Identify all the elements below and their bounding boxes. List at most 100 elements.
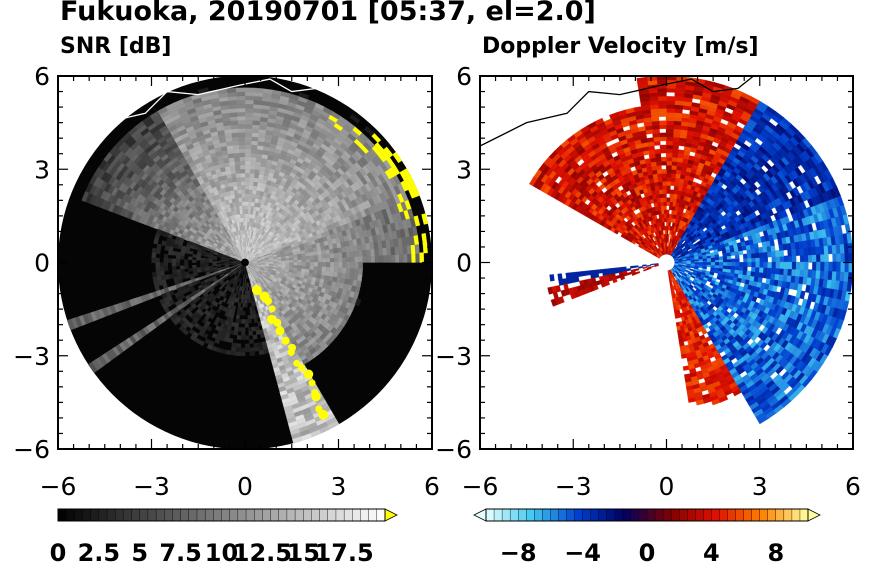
snr-cell xyxy=(212,260,217,263)
snr-echo-streak xyxy=(311,391,321,402)
snr-cell xyxy=(244,168,251,174)
snr-cell xyxy=(235,99,246,105)
snr-cell xyxy=(247,201,252,207)
snr-cell xyxy=(238,152,246,158)
snr-cell xyxy=(309,258,315,263)
velocity-cell xyxy=(820,253,825,263)
snr-cell xyxy=(241,327,246,332)
snr-cell xyxy=(244,221,248,227)
snr-cell xyxy=(251,120,261,126)
snr-cell xyxy=(196,257,201,261)
snr-cell xyxy=(313,258,319,263)
snr-cell xyxy=(403,253,408,263)
velocity-cell xyxy=(779,255,785,263)
snr-cell xyxy=(253,317,259,323)
snr-cell xyxy=(293,262,299,266)
snr-cell xyxy=(239,306,243,312)
snr-echo-streak xyxy=(251,285,262,296)
snr-cell xyxy=(241,319,246,324)
snr-cell xyxy=(337,266,343,273)
snr-cell xyxy=(233,270,238,275)
snr-cell xyxy=(421,213,429,225)
snr-cell xyxy=(200,260,205,263)
snr-cell xyxy=(172,318,179,326)
snr-cell xyxy=(239,168,246,174)
snr-cell xyxy=(325,266,331,272)
velocity-cell xyxy=(787,255,793,263)
snr-cell xyxy=(237,302,242,308)
snr-cell xyxy=(243,266,245,271)
snr-cell xyxy=(220,261,225,263)
snr-cell xyxy=(341,251,347,258)
snr-cell xyxy=(244,172,250,178)
velocity-cell xyxy=(840,252,846,263)
snr-cell xyxy=(366,248,372,257)
snr-cell xyxy=(244,347,251,353)
snr-echo-streak xyxy=(273,318,282,327)
snr-cell xyxy=(235,314,240,320)
snr-cell xyxy=(216,293,222,299)
snr-cell xyxy=(241,270,244,275)
velocity-cell xyxy=(836,252,841,263)
snr-cell xyxy=(338,262,343,268)
velocity-cell xyxy=(735,258,740,263)
snr-cell xyxy=(236,111,246,117)
snr-cell xyxy=(251,116,261,122)
snr-cell xyxy=(242,311,246,316)
snr-cell xyxy=(244,197,249,202)
snr-cell xyxy=(236,115,246,121)
snr-cell xyxy=(378,247,384,256)
snr-cell xyxy=(188,250,194,255)
snr-cell xyxy=(198,339,205,347)
snr-cell xyxy=(317,258,323,263)
snr-cell xyxy=(239,172,246,178)
snr-cell xyxy=(234,322,240,328)
velocity-cell xyxy=(771,250,776,258)
snr-cell xyxy=(422,242,428,254)
snr-cell xyxy=(244,201,249,206)
snr-cell xyxy=(175,255,181,260)
snr-cell xyxy=(163,266,169,272)
snr-cell xyxy=(243,274,246,279)
snr-cell xyxy=(244,132,252,137)
snr-cell xyxy=(235,91,246,97)
velocity-cell xyxy=(824,253,829,263)
snr-cell xyxy=(151,257,156,263)
snr-cell xyxy=(330,262,335,268)
snr-cell xyxy=(261,262,266,264)
snr-cell xyxy=(151,252,157,259)
snr-cell xyxy=(317,265,323,271)
snr-cell xyxy=(349,250,355,258)
snr-cell xyxy=(187,256,193,261)
x-tick-label: −6 xyxy=(40,472,77,501)
snr-cell xyxy=(248,189,253,194)
snr-cell xyxy=(238,144,246,150)
snr-echo-streak xyxy=(287,348,295,356)
snr-cell xyxy=(235,103,246,109)
velocity-cell xyxy=(799,254,805,263)
snr-cell xyxy=(317,262,323,267)
snr-cell xyxy=(251,132,259,138)
snr-cell xyxy=(229,273,234,278)
snr-cell xyxy=(222,297,227,303)
snr-cell xyxy=(362,249,367,257)
snr-cell xyxy=(399,253,404,263)
velocity-cell xyxy=(812,253,817,263)
snr-cell xyxy=(250,148,258,154)
snr-cell xyxy=(184,249,190,254)
snr-cell xyxy=(244,209,248,214)
snr-cell xyxy=(289,262,294,266)
velocity-cell xyxy=(803,247,809,256)
snr-cell xyxy=(164,245,170,251)
snr-cell xyxy=(357,249,363,257)
snr-cell xyxy=(354,298,362,307)
snr-cell xyxy=(250,140,258,146)
snr-cell xyxy=(238,148,246,154)
snr-cell xyxy=(248,331,254,336)
snr-cell xyxy=(257,262,262,264)
snr-cell xyxy=(240,181,246,186)
snr-cell xyxy=(175,262,181,267)
snr-cell xyxy=(230,128,239,134)
snr-cell xyxy=(281,262,286,265)
